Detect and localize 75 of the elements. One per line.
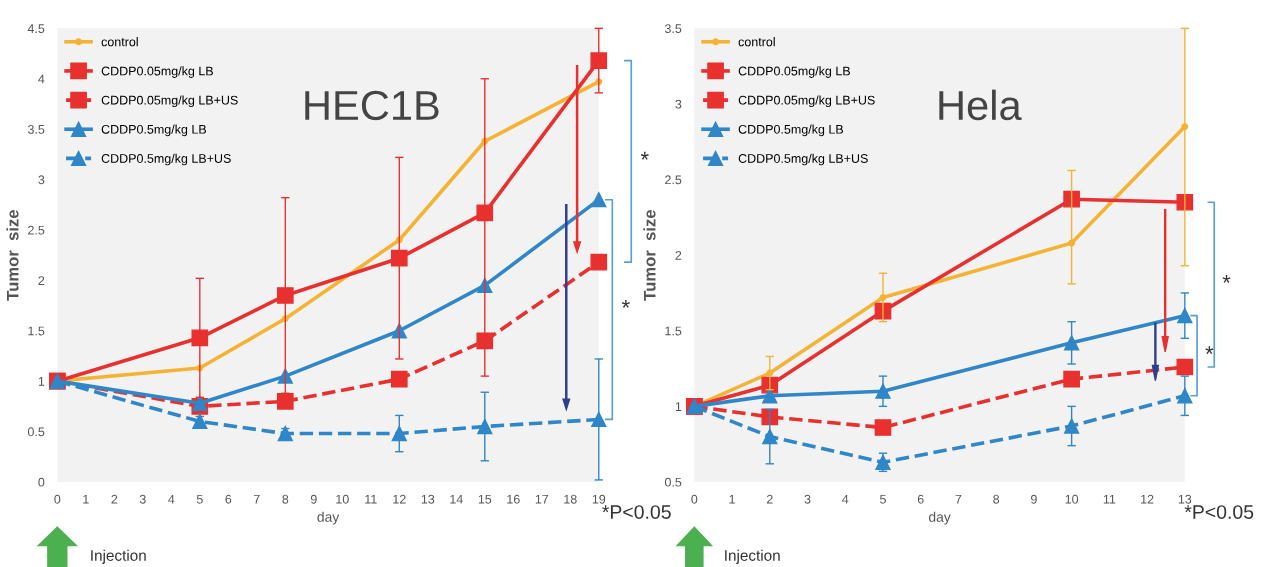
y-tick-label: 1.5 <box>28 326 45 336</box>
legend-label: CDDP0.05mg/kg LB+US <box>101 95 238 108</box>
x-tick-label: 9 <box>310 494 317 504</box>
x-tick-label: 0 <box>691 494 698 504</box>
legend-label: control <box>101 37 138 47</box>
legend-label: CDDP0.05mg/kg LB <box>101 66 213 78</box>
x-tick-label: 8 <box>993 494 1000 504</box>
y-tick-label: 4 <box>38 74 45 84</box>
text: * <box>640 151 649 160</box>
x-tick-label: 2 <box>766 494 773 504</box>
text: * <box>1205 346 1214 354</box>
y-tick-label: 2.5 <box>28 225 45 235</box>
x-tick-label: 11 <box>1103 494 1116 504</box>
y-tick-label: 3 <box>675 99 682 109</box>
x-tick-label: 18 <box>564 494 577 504</box>
x-tick-label: 5 <box>196 494 203 504</box>
text: HEC1B <box>305 90 439 121</box>
x-tick-label: 1 <box>83 494 89 504</box>
x-tick-label: 14 <box>450 494 463 504</box>
x-tick-label: 16 <box>507 494 520 504</box>
text: *P<0.05 <box>602 505 671 519</box>
x-tick-label: 4 <box>168 494 175 504</box>
legend-label: CDDP0.5mg/kg LB <box>738 124 844 137</box>
y-axis-title: Tumor size <box>643 210 656 301</box>
y-tick-label: 0.5 <box>27 427 45 437</box>
x-tick-label: 6 <box>225 494 232 504</box>
y-tick-label: 2 <box>38 276 45 285</box>
y-tick-label: 3 <box>38 175 45 185</box>
y-tick-label: 1 <box>675 402 682 411</box>
legend-label: control <box>738 37 775 47</box>
legend-label: CDDP0.05mg/kg LB+US <box>738 95 875 108</box>
y-tick-label: 0.5 <box>664 477 682 487</box>
x-tick-label: 10 <box>336 494 349 504</box>
y-tick-label: 1 <box>38 377 45 386</box>
y-tick-label: 3.5 <box>27 124 45 134</box>
legend-label: CDDP0.5mg/kg LB+US <box>101 153 231 166</box>
y-tick-label: 3.5 <box>664 24 682 33</box>
y-tick-label: 1.5 <box>665 326 682 336</box>
legend-label: CDDP0.5mg/kg LB <box>101 124 207 137</box>
x-tick-label: 15 <box>478 494 492 504</box>
x-tick-label: 13 <box>1178 494 1192 504</box>
text: * <box>1222 275 1231 283</box>
x-tick-label: 2 <box>111 494 118 504</box>
x-axis-title: day <box>928 511 951 525</box>
x-axis-title: day <box>317 511 340 525</box>
x-tick-label: 5 <box>880 494 886 504</box>
y-tick-label: 2 <box>675 250 682 260</box>
x-tick-label: 7 <box>253 494 260 504</box>
x-tick-label: 0 <box>54 494 61 504</box>
x-tick-label: 4 <box>842 494 849 504</box>
x-tick-label: 8 <box>282 494 289 504</box>
x-tick-label: 19 <box>592 494 606 504</box>
x-tick-label: 10 <box>1065 494 1079 504</box>
text: Injection <box>91 549 146 564</box>
text: *P<0.05 <box>1184 505 1254 519</box>
y-axis-title: Tumor size <box>6 210 19 301</box>
x-tick-label: 12 <box>393 494 406 504</box>
x-tick-label: 6 <box>917 494 924 504</box>
legend-label: CDDP0.5mg/kg LB+US <box>738 153 868 166</box>
text: Injection <box>725 549 780 564</box>
x-tick-label: 3 <box>139 494 146 504</box>
y-tick-label: 4.5 <box>27 24 45 33</box>
y-tick-label: 2.5 <box>665 175 682 185</box>
x-tick-label: 3 <box>804 494 811 504</box>
x-tick-label: 17 <box>535 494 549 504</box>
x-tick-label: 1 <box>729 494 735 504</box>
text: * <box>621 300 630 308</box>
x-tick-label: 12 <box>1141 494 1154 504</box>
x-tick-label: 9 <box>1031 494 1037 504</box>
y-tick-label: 0 <box>38 477 45 487</box>
x-tick-label: 13 <box>421 494 435 504</box>
x-tick-label: 11 <box>365 494 377 504</box>
text: Hela <box>939 89 1022 121</box>
legend-label: CDDP0.05mg/kg LB <box>738 66 850 78</box>
x-tick-label: 7 <box>955 494 962 504</box>
